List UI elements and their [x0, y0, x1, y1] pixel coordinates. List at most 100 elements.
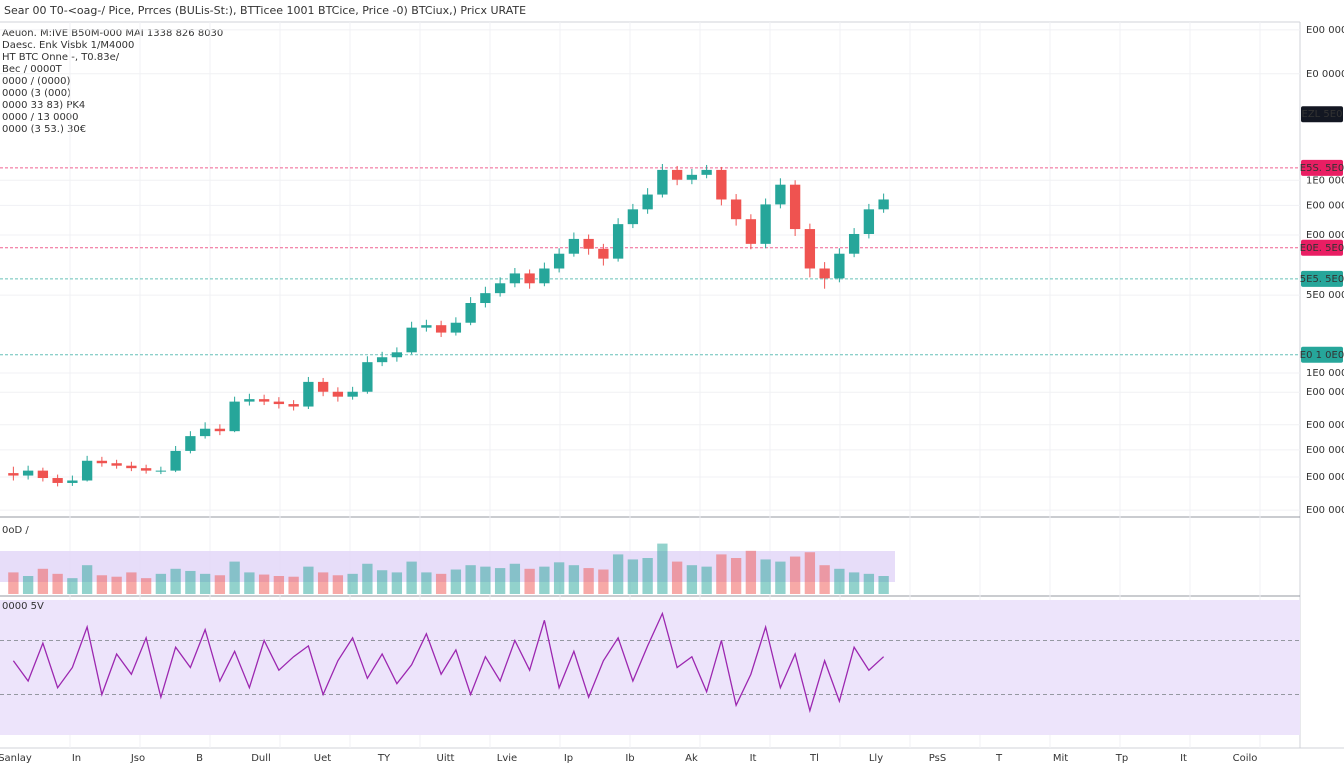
x-tick-label: Jso — [130, 753, 145, 764]
y-tick-label: E00 0000 — [1306, 230, 1344, 241]
candle-body — [229, 401, 240, 432]
x-tick-label: Ip — [564, 753, 573, 764]
volume-bar — [627, 559, 639, 594]
price-badge-label: E0 1 0E0 — [1300, 350, 1344, 361]
volume-bar — [317, 572, 329, 594]
volume-bar — [273, 576, 285, 594]
volume-bar — [229, 561, 240, 594]
candle-body — [81, 460, 93, 481]
price-badge — [1301, 346, 1343, 363]
volume-bar — [406, 561, 417, 594]
volume-bar — [509, 563, 521, 594]
volume-bar — [598, 569, 609, 594]
candle-body — [789, 184, 801, 230]
candle-body — [686, 174, 698, 180]
volume-bar — [834, 568, 845, 594]
volume-bar — [539, 566, 550, 594]
volume-bar — [494, 568, 506, 594]
candle-body — [406, 327, 417, 353]
volume-bar — [126, 572, 137, 594]
candle-body — [244, 399, 255, 402]
volume-bar — [288, 576, 299, 594]
candle-body — [288, 404, 299, 407]
candle-body — [627, 209, 639, 225]
rsi-line — [12, 611, 885, 714]
chart-header: Sear 00 T0-<oag-/ Pice, Prrces (BULis-St… — [4, 4, 526, 17]
legend-text: Bec / 0000T — [2, 64, 63, 75]
candle-body — [8, 473, 19, 476]
candle-body — [612, 224, 624, 259]
candle-body — [52, 478, 63, 483]
y-tick-label: E00 0000 — [1306, 200, 1344, 211]
x-tick-label: Lvie — [497, 753, 517, 764]
volume-bar — [185, 570, 196, 594]
candle-body — [642, 194, 653, 210]
legend-text: 0000 33 83) PK4 — [2, 100, 85, 111]
volume-bar — [258, 574, 270, 594]
candle-body — [376, 357, 388, 363]
candle-body — [317, 381, 329, 392]
candle-body — [553, 253, 565, 269]
candle-body — [539, 268, 550, 284]
volume-bar — [303, 566, 314, 594]
rsi-background — [0, 600, 1300, 735]
x-tick-label: Dull — [251, 753, 271, 764]
volume-bar — [848, 572, 860, 594]
x-tick-label: Uet — [314, 753, 331, 764]
price-badge-label: EZL 5E0 — [1302, 109, 1343, 120]
candle-body — [140, 468, 152, 471]
volume-bar — [553, 562, 565, 594]
legend-text: Daesc. Enk Visbk 1/M4000 — [2, 40, 134, 51]
x-tick-label: TY — [377, 753, 391, 764]
candle-body — [524, 273, 535, 284]
candle-body — [391, 352, 403, 358]
candle-body — [701, 169, 712, 175]
rsi-label: 0000 5V — [2, 601, 44, 612]
candle-body — [583, 238, 594, 249]
y-tick-label: E00 0000 — [1306, 25, 1344, 36]
volume-bar — [878, 576, 889, 594]
candle-body — [598, 248, 609, 259]
volume-bar — [716, 554, 727, 594]
candle-body — [745, 219, 757, 244]
y-tick-label: E00 0000 — [1306, 445, 1344, 456]
candle-body — [819, 268, 830, 279]
volume-bar — [480, 566, 491, 594]
candle-body — [126, 465, 137, 469]
legend-text: 0000 (3 53.) 30€ — [2, 124, 86, 135]
candle-body — [273, 401, 285, 405]
x-tick-label: Tp — [1115, 753, 1128, 764]
volume-bar — [819, 565, 830, 594]
candle-body — [568, 238, 580, 254]
volume-bar — [244, 572, 255, 594]
candle-body — [509, 273, 521, 284]
x-tick-label: Sanlay — [0, 753, 32, 764]
price-badge-label: E0E. 5E0 — [1300, 243, 1344, 254]
volume-bar — [155, 573, 167, 594]
volume-bar — [568, 565, 580, 594]
x-tick-label: Lly — [869, 753, 883, 764]
legend-text: HT BTC Onne -, T0.83e/ — [2, 52, 120, 63]
volume-bar — [421, 572, 432, 594]
candle-body — [450, 322, 462, 333]
candle-body — [716, 169, 727, 200]
candle-body — [170, 450, 181, 471]
volume-bar — [140, 578, 152, 594]
price-badge — [1301, 270, 1343, 287]
candle-body — [67, 480, 78, 483]
price-badge — [1301, 159, 1343, 176]
candle-body — [435, 325, 447, 333]
legend-text: 0000 (3 (000) — [2, 88, 71, 99]
volume-bar — [730, 558, 742, 594]
candle-body — [804, 229, 816, 269]
x-tick-label: Ak — [685, 753, 698, 764]
volume-bar — [745, 550, 757, 594]
candle-body — [730, 199, 742, 220]
volume-bar — [214, 575, 226, 594]
volume-bar — [450, 569, 462, 594]
volume-bar — [22, 576, 34, 594]
candle-body — [657, 169, 668, 195]
x-tick-label: Tl — [809, 753, 819, 764]
candle-body — [185, 436, 196, 451]
volume-bar — [362, 563, 373, 594]
